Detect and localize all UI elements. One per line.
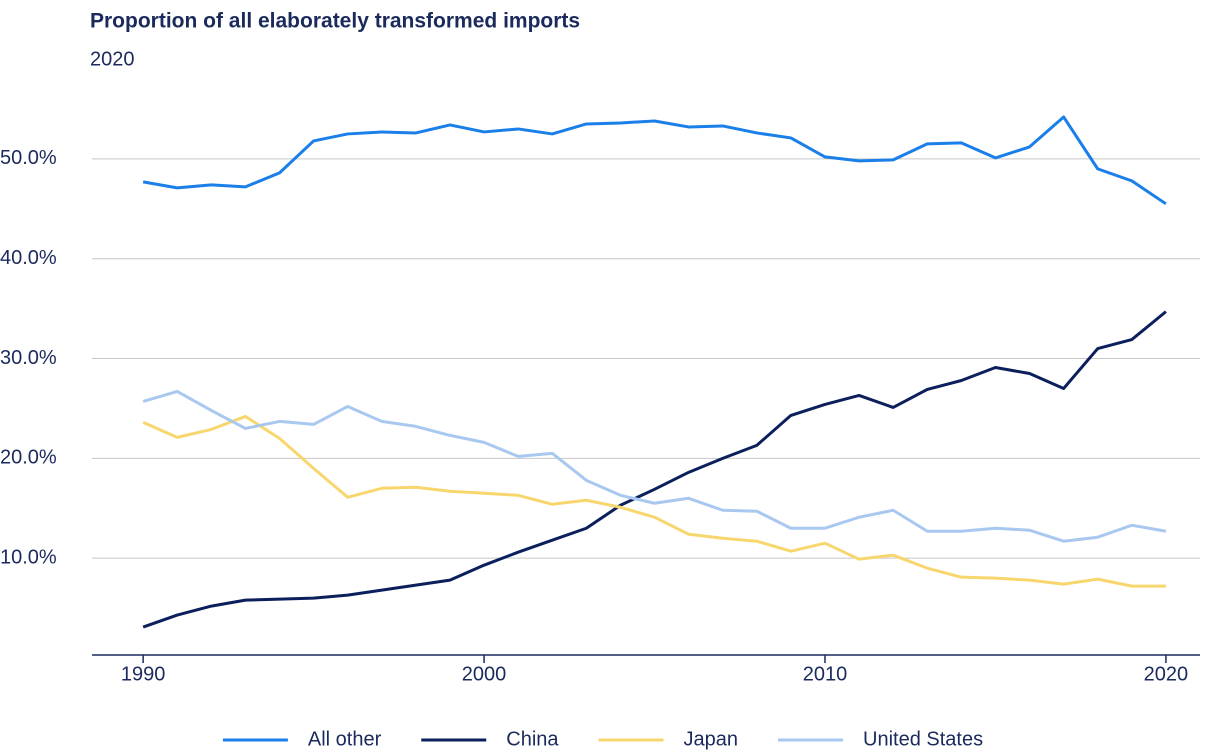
legend-label: All other	[308, 728, 382, 750]
line	[142, 115, 1167, 206]
legend-label: Japan	[684, 728, 739, 750]
chart-title: Proportion of all elaborately transforme…	[90, 10, 580, 33]
y-tick-label: 40.0%	[0, 247, 57, 269]
y-tick-label: 10.0%	[0, 546, 57, 568]
x-tick-label: 2000	[462, 663, 507, 685]
line	[142, 310, 1167, 629]
x-tick-label: 2020	[1144, 663, 1189, 685]
y-tick-label: 50.0%	[0, 147, 57, 169]
chart-subtitle: 2020	[90, 48, 135, 70]
legend-label: China	[506, 728, 559, 750]
line	[142, 414, 1166, 588]
line	[142, 389, 1167, 543]
x-tick-label: 2010	[803, 663, 848, 685]
legend-label: United States	[863, 728, 983, 750]
x-tick-label: 1990	[121, 663, 166, 685]
y-tick-label: 20.0%	[0, 447, 57, 469]
y-tick-label: 30.0%	[0, 347, 57, 369]
